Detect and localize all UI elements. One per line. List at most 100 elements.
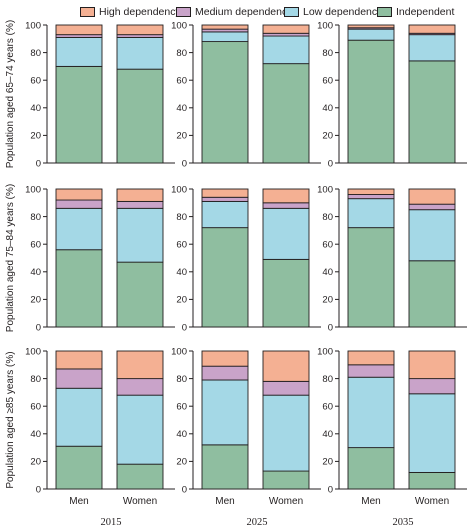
bar-segment-r2-c1-men-3 [201, 350, 249, 367]
bar-segment-r2-c1-women-2 [262, 380, 310, 396]
bar-segment-r1-c0-men-0 [55, 249, 103, 328]
y-tick-label-r1-c1: 40 [176, 267, 187, 278]
year-label-c0: 2015 [101, 517, 122, 528]
bar-segment-r2-c2-men-2 [347, 364, 395, 378]
y-tick-label-r2-c2: 80 [322, 374, 333, 385]
bar-segment-r2-c2-men-3 [347, 350, 395, 366]
y-tick-label-r2-c1: 100 [171, 346, 187, 357]
y-tick-label-r0-c0: 100 [25, 20, 41, 31]
row-label-0: Population aged 65–74 years (%) [5, 20, 16, 168]
bar-segment-r1-c2-men-0 [347, 227, 395, 328]
y-tick-label-r0-c1: 0 [182, 158, 187, 169]
bar-segment-r0-c1-men-0 [201, 41, 249, 164]
legend-swatch-independent [377, 7, 392, 17]
y-tick-label-r1-c0: 0 [36, 322, 41, 333]
row-label-2: Population aged ≥85 years (%) [5, 351, 16, 488]
y-tick-label-r0-c1: 80 [176, 48, 187, 59]
y-tick-label-r2-c0: 0 [36, 484, 41, 495]
legend-item-low: Low dependency [284, 4, 382, 20]
y-tick-label-r2-c1: 60 [176, 402, 187, 413]
legend-swatch-low [284, 7, 299, 17]
y-tick-label-r0-c2: 20 [322, 131, 333, 142]
bar-segment-r2-c2-men-1 [347, 376, 395, 449]
y-tick-label-r0-c2: 40 [322, 103, 333, 114]
y-tick-label-r1-c0: 60 [30, 240, 41, 251]
bar-segment-r2-c0-women-2 [116, 378, 164, 396]
y-tick-label-r0-c2: 100 [317, 20, 333, 31]
bar-segment-r0-c0-men-3 [55, 24, 103, 36]
legend-label-independent: Independent [396, 6, 455, 18]
y-tick-label-r2-c2: 60 [322, 402, 333, 413]
bar-segment-r0-c1-women-1 [262, 35, 310, 65]
legend-label-low: Low dependency [303, 6, 383, 18]
y-tick-label-r0-c1: 100 [171, 20, 187, 31]
bar-segment-r2-c2-women-1 [408, 393, 456, 473]
y-tick-label-r2-c2: 100 [317, 346, 333, 357]
bar-segment-r1-c2-women-2 [408, 203, 456, 211]
y-tick-label-r2-c2: 20 [322, 457, 333, 468]
y-tick-label-r0-c0: 60 [30, 76, 41, 87]
y-tick-label-r2-c0: 40 [30, 429, 41, 440]
bar-segment-r2-c2-men-0 [347, 447, 395, 490]
bar-segment-r1-c0-men-3 [55, 188, 103, 201]
legend: High dependency Medium dependency Low de… [0, 4, 474, 20]
y-tick-label-r1-c2: 60 [322, 240, 333, 251]
category-label-c1-0: Men [215, 496, 234, 507]
bar-segment-r1-c1-women-1 [262, 207, 310, 260]
y-tick-label-r1-c2: 40 [322, 267, 333, 278]
y-tick-label-r1-c1: 0 [182, 322, 187, 333]
bar-segment-r0-c1-women-3 [262, 24, 310, 34]
y-tick-label-r1-c1: 100 [171, 184, 187, 195]
bar-segment-r1-c1-men-0 [201, 227, 249, 328]
bar-segment-r0-c1-men-3 [201, 24, 249, 30]
y-tick-label-r2-c1: 80 [176, 374, 187, 385]
bar-segment-r2-c1-women-1 [262, 394, 310, 472]
legend-label-high: High dependency [99, 6, 181, 18]
bar-segment-r2-c1-men-2 [201, 365, 249, 381]
legend-item-medium: Medium dependency [176, 4, 292, 20]
bar-segment-r2-c0-men-1 [55, 387, 103, 447]
bar-segment-r0-c0-women-0 [116, 68, 164, 164]
bar-segment-r2-c0-men-3 [55, 350, 103, 370]
row-label-1: Population aged 75–84 years (%) [5, 184, 16, 332]
bar-segment-r2-c1-women-0 [262, 470, 310, 490]
bar-segment-r1-c0-women-1 [116, 207, 164, 263]
y-tick-label-r2-c0: 100 [25, 346, 41, 357]
y-tick-label-r1-c1: 60 [176, 240, 187, 251]
y-tick-label-r0-c0: 40 [30, 103, 41, 114]
y-tick-label-r2-c0: 60 [30, 402, 41, 413]
y-tick-label-r2-c0: 80 [30, 374, 41, 385]
bar-segment-r0-c0-men-1 [55, 36, 103, 67]
y-tick-label-r1-c0: 20 [30, 295, 41, 306]
bar-segment-r1-c2-women-3 [408, 188, 456, 205]
y-tick-label-r0-c2: 80 [322, 48, 333, 59]
y-tick-label-r1-c2: 80 [322, 212, 333, 223]
y-tick-label-r1-c0: 40 [30, 267, 41, 278]
bar-segment-r0-c2-men-1 [347, 28, 395, 41]
bar-segment-r1-c1-women-2 [262, 202, 310, 209]
bar-segment-r0-c2-men-3 [347, 24, 395, 29]
y-tick-label-r2-c1: 20 [176, 457, 187, 468]
category-label-c0-0: Men [69, 496, 88, 507]
bar-segment-r2-c2-women-2 [408, 378, 456, 395]
y-tick-label-r1-c0: 100 [25, 184, 41, 195]
bar-segment-r2-c0-men-2 [55, 368, 103, 389]
bar-segment-r1-c1-women-0 [262, 258, 310, 328]
bar-segment-r1-c2-men-3 [347, 188, 395, 195]
bar-segment-r2-c2-women-0 [408, 471, 456, 490]
bar-segment-r0-c2-women-0 [408, 60, 456, 164]
y-tick-label-r0-c1: 20 [176, 131, 187, 142]
bar-segment-r1-c2-men-1 [347, 198, 395, 229]
y-tick-label-r2-c1: 0 [182, 484, 187, 495]
bar-segment-r1-c0-men-2 [55, 199, 103, 209]
year-label-c2: 2035 [393, 517, 414, 528]
bar-segment-r0-c2-women-1 [408, 34, 456, 62]
bar-segment-r2-c0-women-1 [116, 394, 164, 465]
bar-segment-r1-c2-women-1 [408, 209, 456, 262]
y-tick-label-r1-c2: 20 [322, 295, 333, 306]
bar-segment-r1-c0-women-0 [116, 261, 164, 328]
bar-segment-r1-c1-men-1 [201, 200, 249, 229]
y-tick-label-r2-c2: 40 [322, 429, 333, 440]
bar-segment-r1-c0-women-2 [116, 200, 164, 209]
